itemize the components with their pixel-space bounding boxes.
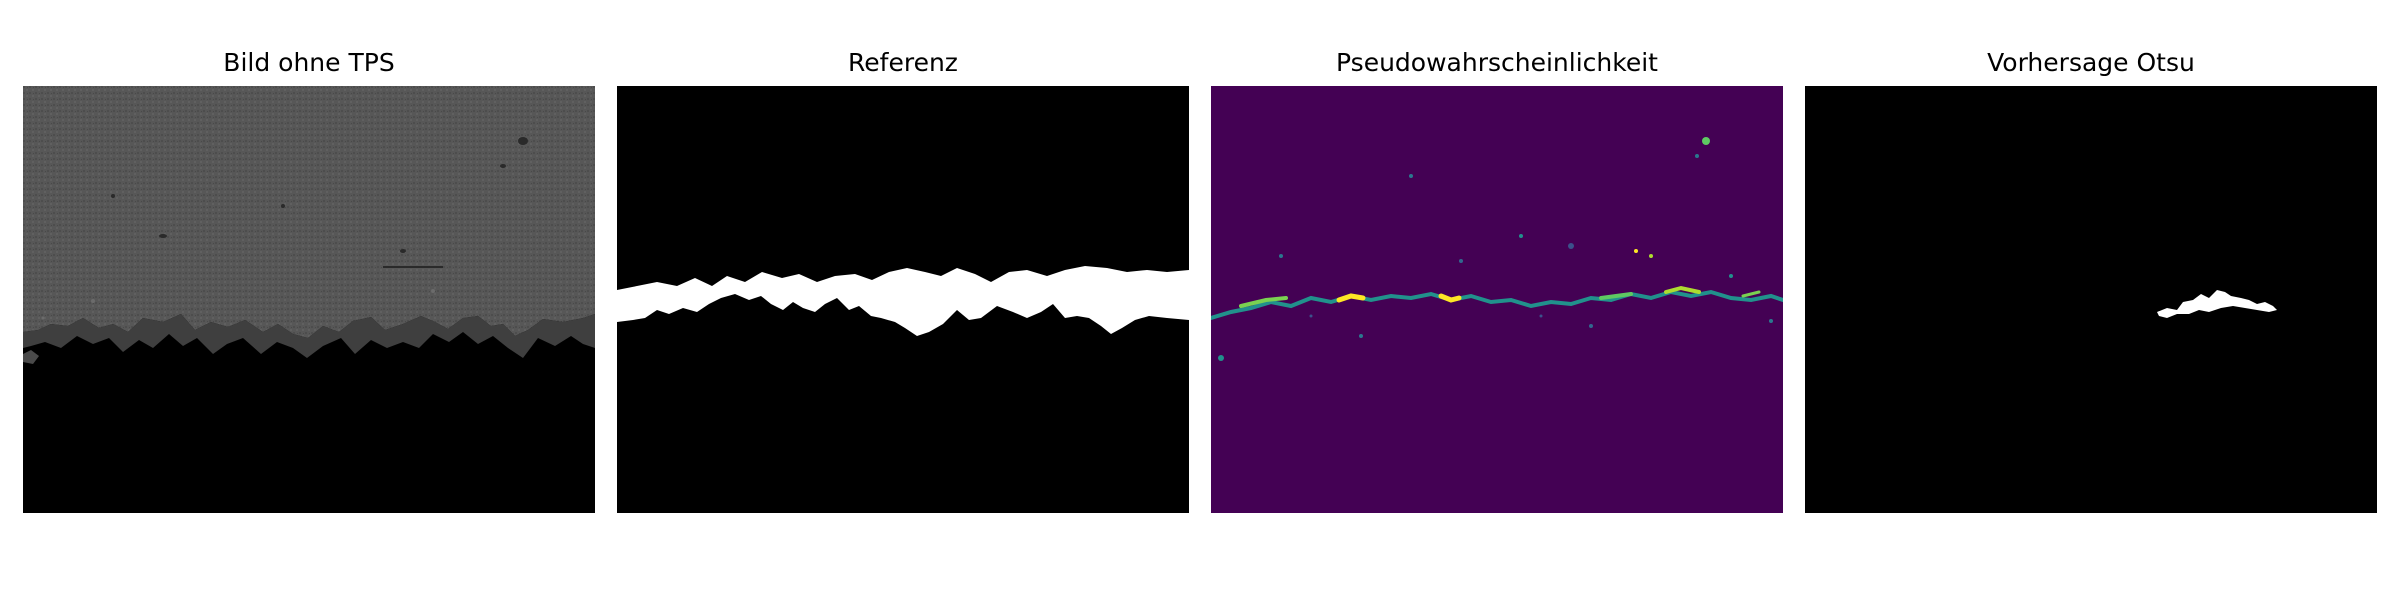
panel-reference-mask (617, 86, 1189, 513)
panel-sem-image (23, 86, 595, 513)
panel-pseudo-probability (1211, 86, 1783, 513)
otsu-prediction-svg (1805, 86, 2377, 513)
panel-title-pseudowahrscheinlichkeit: Pseudowahrscheinlichkeit (1336, 48, 1658, 77)
bright-spots (41, 289, 435, 320)
panel-title-bild-ohne-tps: Bild ohne TPS (223, 48, 395, 77)
probability-speckles (1218, 137, 1773, 361)
probability-band (1211, 285, 1783, 320)
reference-region (617, 266, 1189, 336)
pores (111, 137, 528, 268)
panel-title-vorhersage-otsu: Vorhersage Otsu (1987, 48, 2195, 77)
edge-fragment (23, 350, 39, 364)
reference-mask-svg (617, 86, 1189, 513)
panel-title-referenz: Referenz (848, 48, 958, 77)
otsu-region (2157, 290, 2277, 318)
interface-layer (23, 314, 595, 358)
panel-otsu-prediction (1805, 86, 2377, 513)
sem-image-svg (23, 86, 595, 513)
coating-layer (23, 86, 595, 338)
pseudo-probability-svg (1211, 86, 1783, 513)
